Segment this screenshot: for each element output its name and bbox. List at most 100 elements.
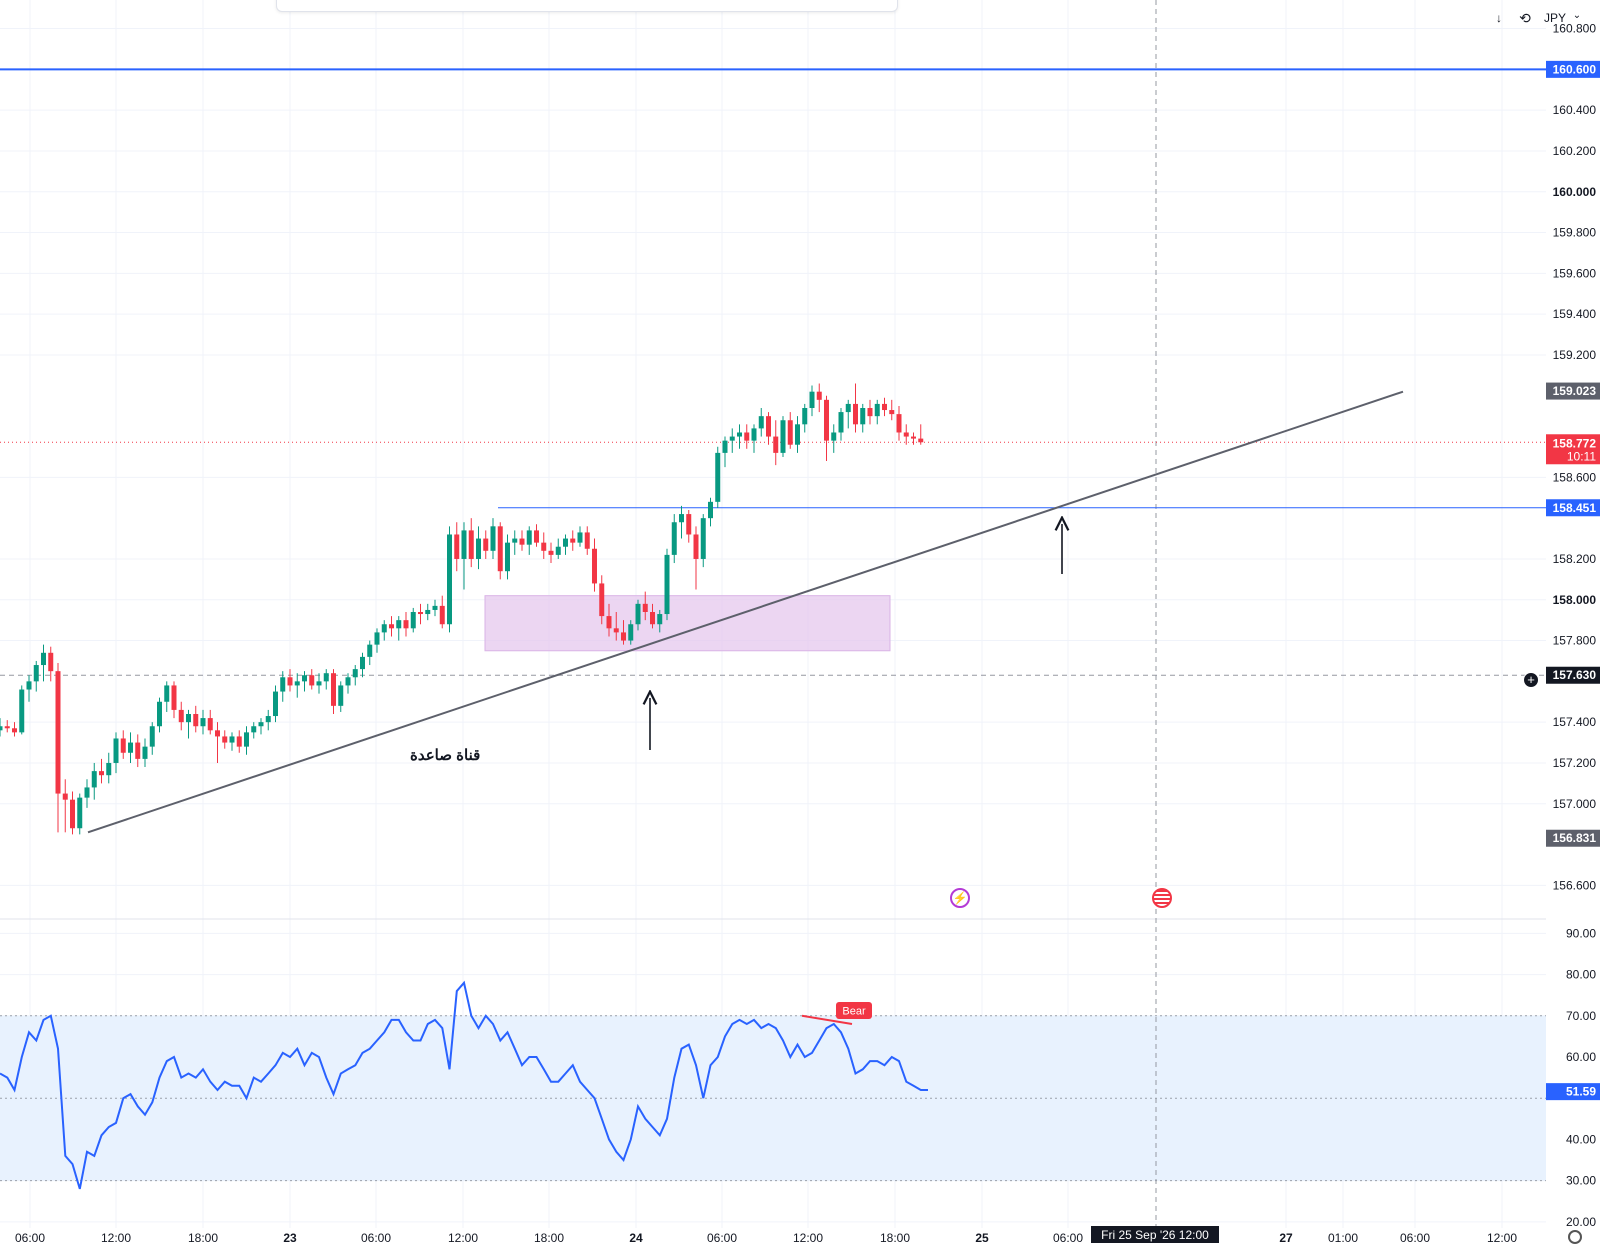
price-tick-label: 156.600: [1553, 878, 1597, 892]
candle-body: [686, 514, 692, 535]
bear-badge: [836, 1002, 872, 1019]
bear-label: Bear: [842, 1006, 866, 1018]
candle-body: [352, 669, 358, 678]
candle-body: [113, 738, 119, 763]
candle-body: [84, 787, 90, 798]
sync-button[interactable]: ⟲: [1519, 10, 1531, 26]
candle-body: [302, 675, 307, 682]
candle-body: [48, 652, 54, 672]
candle-body: [606, 616, 612, 629]
low-price-badge-text: 156.831: [1553, 831, 1597, 845]
candle-body: [178, 709, 184, 723]
last-price-text: 158.772: [1553, 436, 1597, 450]
bear-divergence-line: [801, 1014, 853, 1026]
candle-body: [700, 518, 706, 559]
candle-body: [889, 410, 895, 415]
high-price-badge-text: 159.023: [1553, 384, 1597, 398]
candle-body: [26, 681, 32, 690]
download-button[interactable]: ↓: [1496, 11, 1502, 25]
candle-body: [729, 436, 735, 441]
candle-body: [882, 403, 887, 411]
candle-body: [570, 538, 576, 543]
candle-body: [773, 436, 779, 453]
candle-body: [62, 793, 68, 800]
candle-body: [149, 726, 155, 747]
candle-body: [77, 797, 83, 829]
candle-body: [4, 726, 10, 729]
candle-body: [860, 408, 866, 425]
add-alert-button[interactable]: +: [1523, 672, 1539, 688]
price-tick-label: 159.200: [1553, 348, 1597, 362]
candle-body: [809, 391, 815, 408]
rsi-tick-label: 30.00: [1566, 1174, 1596, 1188]
candle-body: [911, 436, 916, 439]
candle-body: [323, 673, 329, 682]
us-flag-event-icon[interactable]: [1152, 888, 1172, 908]
time-tick-label: 25: [975, 1231, 989, 1243]
candle-body: [410, 612, 416, 629]
candle-body: [599, 583, 605, 617]
candle-body: [613, 628, 619, 633]
rsi-tick-label: 90.00: [1566, 926, 1596, 940]
candle-body: [461, 530, 467, 559]
rsi-current-badge: 51.59: [1546, 1083, 1600, 1101]
candle-body: [418, 612, 423, 615]
currency-label[interactable]: JPY: [1544, 11, 1567, 25]
candle-body: [41, 652, 46, 666]
candle-body: [664, 554, 670, 615]
price-tick-label: 158.200: [1553, 552, 1597, 566]
candle-body: [345, 677, 351, 686]
time-tick-label: 24: [629, 1231, 643, 1243]
support-price-badge: 158.451: [1546, 499, 1600, 517]
rsi-tick-label: 80.00: [1566, 968, 1596, 982]
gear-icon[interactable]: [1568, 1230, 1582, 1244]
cursor-price-badge-text: 157.630: [1553, 668, 1597, 682]
high-price-badge-bg: [1546, 382, 1600, 400]
price-tick-label: 157.000: [1553, 797, 1597, 811]
candle-body: [737, 432, 742, 437]
candle-body: [367, 644, 373, 657]
candle-body: [838, 412, 844, 433]
candle-body: [635, 603, 641, 625]
countdown-text: 10:11: [1567, 449, 1596, 463]
candle-body: [853, 403, 858, 425]
top-toolbar-fragment[interactable]: [276, 0, 898, 12]
demand-zone: [484, 595, 891, 652]
candle-body: [360, 656, 365, 670]
candle-body: [19, 689, 25, 733]
cursor-price-badge: 157.630: [1546, 666, 1600, 684]
candle-body: [389, 624, 394, 629]
time-tick-label: 06:00: [1053, 1231, 1083, 1243]
time-tick-label: 12:00: [1487, 1231, 1517, 1243]
candle-body: [584, 532, 590, 549]
candle-body: [142, 746, 148, 759]
candle-body: [381, 624, 387, 633]
candle-body: [505, 542, 510, 572]
candle-body: [519, 538, 525, 545]
time-tick-label: 06:00: [1400, 1231, 1430, 1243]
resistance-price-badge-text: 160.600: [1553, 62, 1597, 76]
candle-body: [577, 532, 583, 543]
candle-body: [780, 420, 786, 453]
candle-body: [12, 728, 17, 733]
rsi-current-bg: [1546, 1083, 1600, 1101]
candle-body: [374, 632, 380, 645]
cursor-price-badge-bg: [1546, 666, 1600, 684]
lightning-event-icon[interactable]: ⚡: [950, 888, 970, 908]
time-tick-label: 12:00: [101, 1231, 131, 1243]
candle-body: [795, 424, 800, 445]
candle-body: [338, 685, 344, 706]
candle-body: [693, 534, 699, 559]
candle-body: [787, 420, 793, 445]
candle-body: [671, 522, 677, 555]
currency-dropdown-icon[interactable]: ⌄: [1572, 10, 1582, 21]
price-axis-bg: [1546, 0, 1600, 1228]
candle-body: [128, 742, 133, 753]
candle-body: [918, 438, 924, 443]
candle-body: [592, 548, 597, 584]
candle-body: [628, 624, 634, 641]
candle-body: [236, 736, 242, 747]
candle-body: [222, 736, 228, 743]
